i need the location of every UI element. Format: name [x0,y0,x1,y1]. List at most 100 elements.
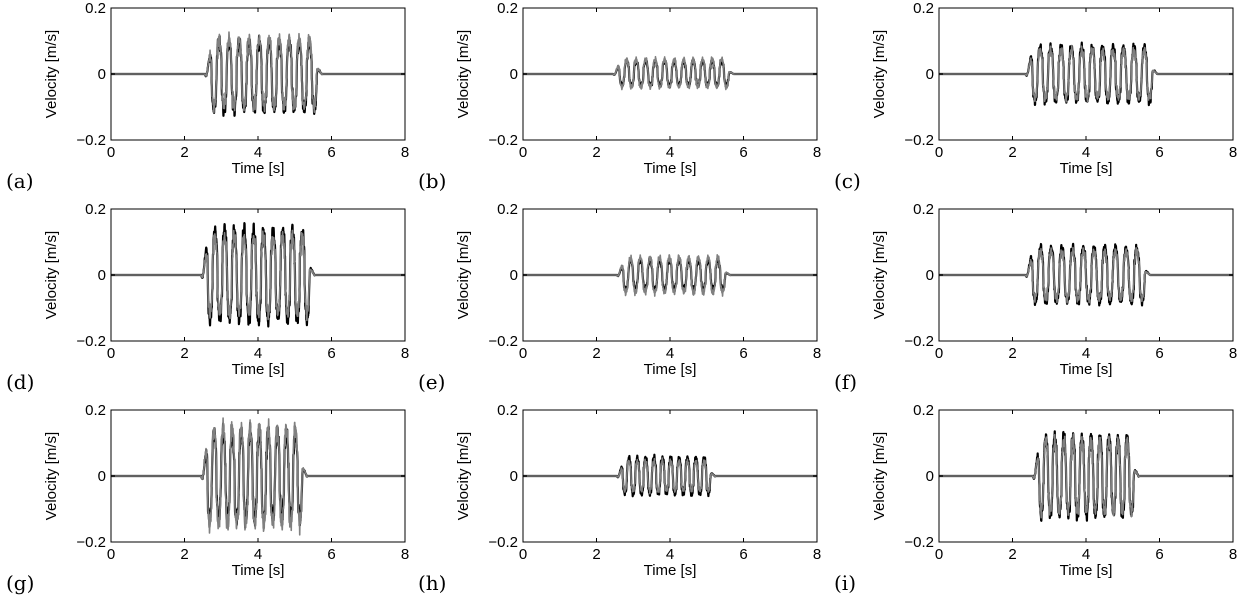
x-tick-label: 4 [666,144,674,161]
x-tick-label: 4 [254,144,262,161]
x-tick-label: 0 [935,345,943,362]
x-tick-label: 8 [813,144,821,161]
series-line-gray [111,229,405,322]
y-axis-label: Velocity [m/s] [871,30,888,118]
x-tick-label: 6 [1155,546,1163,563]
x-tick-label: 0 [519,546,527,563]
y-tick-label: −0.2 [76,333,106,350]
y-axis-label: Velocity [m/s] [455,432,472,520]
x-tick-label: 4 [1082,546,1090,563]
series-line-gray [523,254,817,297]
series-group [939,430,1233,522]
series-group [523,453,817,498]
x-tick-label: 2 [1008,546,1016,563]
x-tick-label: 8 [813,546,821,563]
x-tick-label: 2 [592,546,600,563]
series-line-gray [111,417,405,536]
y-tick-label: 0.2 [913,402,934,419]
panel-label: (c) [834,169,861,193]
y-tick-label: 0.2 [913,0,934,17]
x-tick-label: 8 [813,345,821,362]
x-tick-label: 0 [107,144,115,161]
series-group [939,41,1233,107]
panel-label: (h) [418,571,447,595]
panel-label: (i) [834,571,856,595]
x-tick-label: 2 [1008,144,1016,161]
x-tick-label: 8 [1229,345,1237,362]
series-line-gray [939,246,1233,304]
y-tick-label: 0.2 [85,201,106,218]
x-tick-label: 4 [1082,144,1090,161]
y-tick-label: −0.2 [488,534,518,551]
x-tick-label: 8 [401,345,409,362]
x-axis-label: Time [s] [1060,160,1113,177]
x-axis-label: Time [s] [644,361,697,378]
x-tick-label: 0 [519,345,527,362]
x-tick-label: 2 [1008,345,1016,362]
panel-label: (d) [6,370,34,394]
x-tick-label: 4 [666,546,674,563]
series-group [111,31,405,117]
x-tick-label: 2 [180,345,188,362]
y-tick-label: −0.2 [904,534,934,551]
y-tick-label: 0.2 [913,201,934,218]
x-tick-label: 0 [935,546,943,563]
y-tick-label: 0 [98,468,106,485]
series-line-gray [111,31,405,114]
x-tick-label: 6 [739,546,747,563]
panel-label: (a) [6,169,34,193]
x-tick-label: 4 [254,546,262,563]
series-line-gray [523,457,817,495]
y-tick-label: 0 [926,267,934,284]
panel-label: (b) [418,169,446,193]
x-tick-label: 2 [180,546,188,563]
x-tick-label: 2 [180,144,188,161]
x-tick-label: 4 [666,345,674,362]
y-axis-label: Velocity [m/s] [43,432,60,520]
y-axis-label: Velocity [m/s] [43,30,60,118]
x-tick-label: 8 [401,144,409,161]
y-axis-label: Velocity [m/s] [455,231,472,319]
x-axis-label: Time [s] [644,160,697,177]
series-group [111,417,405,536]
y-tick-label: 0 [510,267,518,284]
x-tick-label: 6 [327,546,335,563]
series-group [111,222,405,328]
y-tick-label: −0.2 [488,333,518,350]
y-tick-label: 0 [98,66,106,83]
x-tick-label: 0 [107,546,115,563]
y-tick-label: −0.2 [76,132,106,149]
y-tick-label: 0 [926,66,934,83]
panel-label: (f) [834,370,857,394]
x-tick-label: 6 [1155,345,1163,362]
y-tick-label: 0.2 [497,201,518,218]
series-group [523,254,817,297]
series-group [939,242,1233,307]
y-axis-label: Velocity [m/s] [871,231,888,319]
x-tick-label: 0 [107,345,115,362]
series-line-gray [939,44,1233,103]
y-tick-label: 0.2 [85,0,106,17]
y-tick-label: −0.2 [76,534,106,551]
x-axis-label: Time [s] [1060,361,1113,378]
x-axis-label: Time [s] [644,562,697,579]
y-tick-label: 0.2 [497,0,518,17]
y-tick-label: −0.2 [904,132,934,149]
x-tick-label: 6 [327,345,335,362]
series-line-gray [523,55,817,91]
x-axis-label: Time [s] [232,160,285,177]
series-group [523,55,817,91]
x-tick-label: 8 [1229,546,1237,563]
x-axis-label: Time [s] [1060,562,1113,579]
x-tick-label: 4 [254,345,262,362]
y-axis-label: Velocity [m/s] [455,30,472,118]
x-tick-label: 6 [327,144,335,161]
